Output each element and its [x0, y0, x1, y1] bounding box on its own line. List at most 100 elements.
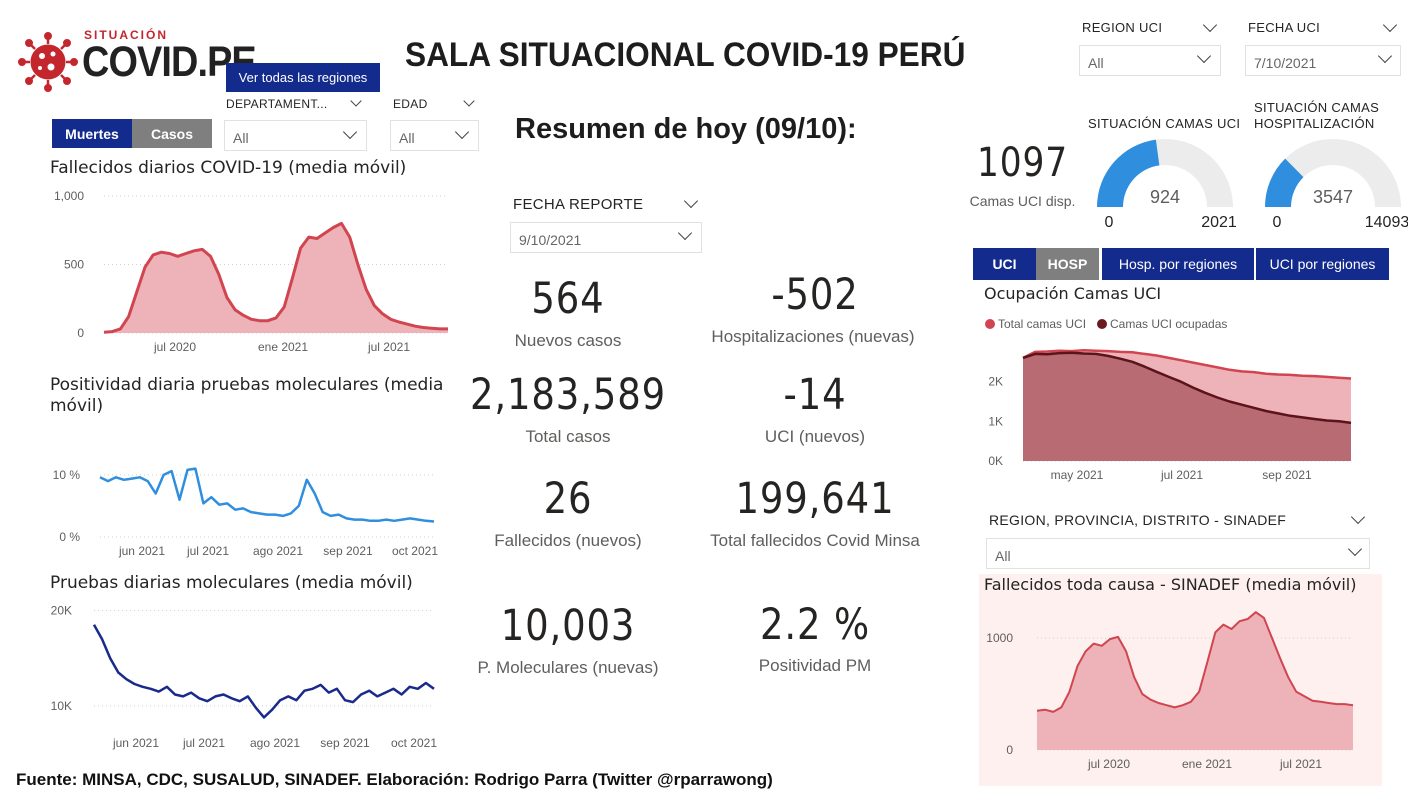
- x-tick-label: jun 2021: [112, 736, 159, 750]
- fecha-reporte-label: FECHA REPORTE: [513, 196, 644, 213]
- series-area: [1023, 352, 1351, 461]
- x-tick-label: jul 2021: [1160, 468, 1203, 482]
- kpi-hospitalizaciones-value: -502: [771, 270, 859, 320]
- x-tick-label: jul 2020: [1087, 757, 1130, 771]
- x-tick-label: ene 2021: [1182, 757, 1232, 771]
- gauge-fill: [1265, 158, 1304, 207]
- muertes-toggle[interactable]: Muertes: [52, 119, 132, 148]
- resumen-title: Resumen de hoy (09/10):: [515, 113, 857, 145]
- chart-title-ocupacion: Ocupación Camas UCI: [984, 284, 1162, 303]
- departamento-value: All: [233, 130, 249, 146]
- view-all-regions-button[interactable]: Ver todas las regiones: [226, 63, 380, 92]
- chevron-down-icon[interactable]: [1382, 17, 1398, 33]
- chevron-down-icon[interactable]: [683, 193, 699, 209]
- edad-value: All: [399, 130, 415, 146]
- legend-marker: [1097, 319, 1107, 329]
- series-line: [99, 467, 435, 523]
- tab-uci-por-regiones[interactable]: UCI por regiones: [1255, 248, 1389, 280]
- logo-subtitle: SITUACIÓN: [84, 28, 168, 42]
- sinadef-value: All: [995, 548, 1011, 564]
- x-tick-label: ago 2021: [253, 544, 303, 558]
- fecha-reporte-dropdown[interactable]: 9/10/2021: [510, 222, 702, 253]
- positividad-chart: 0 % 10 % jun 2021 jul 2021 ago 2021 sep 2021 o…: [53, 467, 438, 558]
- x-tick-label: jul 2021: [367, 340, 410, 354]
- sinadef-dropdown[interactable]: All: [986, 538, 1370, 569]
- chevron-down-icon[interactable]: [350, 95, 362, 107]
- gauge-hosp-title-2: HOSPITALIZACIÓN: [1254, 116, 1375, 131]
- chevron-down-icon[interactable]: [1202, 17, 1218, 33]
- legend-marker: [985, 319, 995, 329]
- chevron-down-icon[interactable]: [463, 95, 475, 107]
- chevron-down-icon[interactable]: [1350, 509, 1366, 525]
- x-tick-label: jun 2021: [118, 544, 165, 558]
- y-tick-label: 500: [64, 258, 84, 272]
- x-tick-label: ago 2021: [250, 736, 300, 750]
- kpi-hospitalizaciones-label: Hospitalizaciones (nuevas): [711, 327, 915, 346]
- y-tick-label: 20K: [51, 604, 72, 618]
- y-tick-label: 0 %: [59, 530, 80, 544]
- gauge-hosp-title-1: SITUACIÓN CAMAS: [1254, 100, 1380, 115]
- sinadef-panel: [979, 574, 1382, 786]
- kpi-uci-label: UCI (nuevos): [764, 427, 866, 446]
- kpi-total-fallecidos-label: Total fallecidos Covid Minsa: [710, 531, 920, 550]
- x-tick-label: sep 2021: [1262, 468, 1312, 482]
- gauge-fill: [1097, 139, 1160, 207]
- x-tick-label: ene 2021: [258, 340, 308, 354]
- casos-toggle[interactable]: Casos: [132, 119, 212, 148]
- fecha-uci-value: 7/10/2021: [1254, 55, 1317, 71]
- series-area: [1037, 612, 1353, 750]
- camas-uci-disp-value: 1097: [977, 140, 1068, 186]
- chart-title-pruebas: Pruebas diarias moleculares (media móvil…: [50, 573, 413, 593]
- x-tick-label: jul 2021: [1279, 757, 1322, 771]
- pruebas-moleculares-chart: 10K 20K jun 2021 jul 2021 ago 2021 sep 2021 oc…: [51, 604, 438, 750]
- kpi-p-moleculares-value: 10,003: [500, 601, 636, 651]
- x-tick-label: sep 2021: [320, 736, 370, 750]
- x-tick-label: jul 2020: [153, 340, 196, 354]
- camas-uci-disp-label: Camas UCI disp.: [969, 193, 1076, 209]
- chart-title-fallecidos: Fallecidos diarios COVID-19 (media móvil…: [50, 158, 407, 178]
- y-tick-label: 0: [77, 326, 84, 340]
- sinadef-chart: 0 1000 jul 2020 ene 2021 jul 2021: [986, 611, 1354, 771]
- fallecidos-diarios-chart: 0 500 1,000 jul 2020 ene 2021 jul 2021: [54, 189, 448, 354]
- edad-dropdown[interactable]: All: [390, 120, 479, 151]
- legend-label: Total camas UCI: [998, 317, 1086, 331]
- kpi-nuevos-casos-label: Nuevos casos: [514, 331, 622, 350]
- edad-label: EDAD: [393, 97, 428, 111]
- gauge-min: 0: [1105, 214, 1114, 231]
- gauge-max: 2021: [1201, 214, 1237, 231]
- y-tick-label: 1K: [988, 414, 1003, 428]
- page-title: SALA SITUACIONAL COVID-19 PERÚ: [405, 36, 966, 74]
- gauge-track: [1265, 139, 1401, 207]
- kpi-nuevos-casos-value: 564: [531, 274, 605, 324]
- y-tick-label: 1,000: [54, 189, 84, 203]
- sinadef-filter-label: REGION, PROVINCIA, DISTRITO - SINADEF: [989, 512, 1287, 528]
- gauge-hosp: 3547 0 14093: [1265, 139, 1408, 231]
- tab-uci[interactable]: UCI: [973, 248, 1036, 280]
- kpi-positividad-value: 2.2 %: [759, 600, 870, 650]
- y-tick-label: 2K: [988, 375, 1003, 389]
- gauge-value: 924: [1150, 187, 1180, 207]
- gauge-uci: 924 0 2021: [1097, 139, 1237, 231]
- fecha-uci-label: FECHA UCI: [1248, 20, 1321, 35]
- series-line: [92, 624, 435, 719]
- ocupacion-camas-chart: Total camas UCI Camas UCI ocupadas 0K 1K 2K m…: [985, 317, 1352, 482]
- tab-hosp[interactable]: HOSP: [1036, 248, 1099, 280]
- y-tick-label: 0: [1006, 743, 1013, 757]
- region-uci-dropdown[interactable]: All: [1079, 45, 1221, 76]
- source-footnote: Fuente: MINSA, CDC, SUSALUD, SINADEF. El…: [16, 770, 773, 789]
- series-line: [1022, 351, 1352, 425]
- series-line: [1022, 349, 1352, 380]
- tab-hosp-por-regiones[interactable]: Hosp. por regiones: [1101, 248, 1254, 280]
- gauge-value: 3547: [1313, 187, 1353, 207]
- kpi-fallecidos-value: 26: [543, 474, 593, 524]
- fecha-uci-dropdown[interactable]: 7/10/2021: [1245, 45, 1401, 76]
- y-tick-label: 10K: [51, 699, 72, 713]
- kpi-positividad-label: Positividad PM: [758, 656, 872, 675]
- kpi-p-moleculares-label: P. Moleculares (nuevas): [477, 658, 659, 677]
- chart-title-positividad: Positividad diaria pruebas moleculares (…: [50, 375, 444, 416]
- fecha-reporte-value: 9/10/2021: [519, 232, 582, 248]
- region-uci-label: REGION UCI: [1082, 20, 1163, 35]
- departamento-dropdown[interactable]: All: [224, 120, 367, 151]
- x-tick-label: oct 2021: [391, 736, 437, 750]
- y-tick-label: 10 %: [53, 468, 81, 482]
